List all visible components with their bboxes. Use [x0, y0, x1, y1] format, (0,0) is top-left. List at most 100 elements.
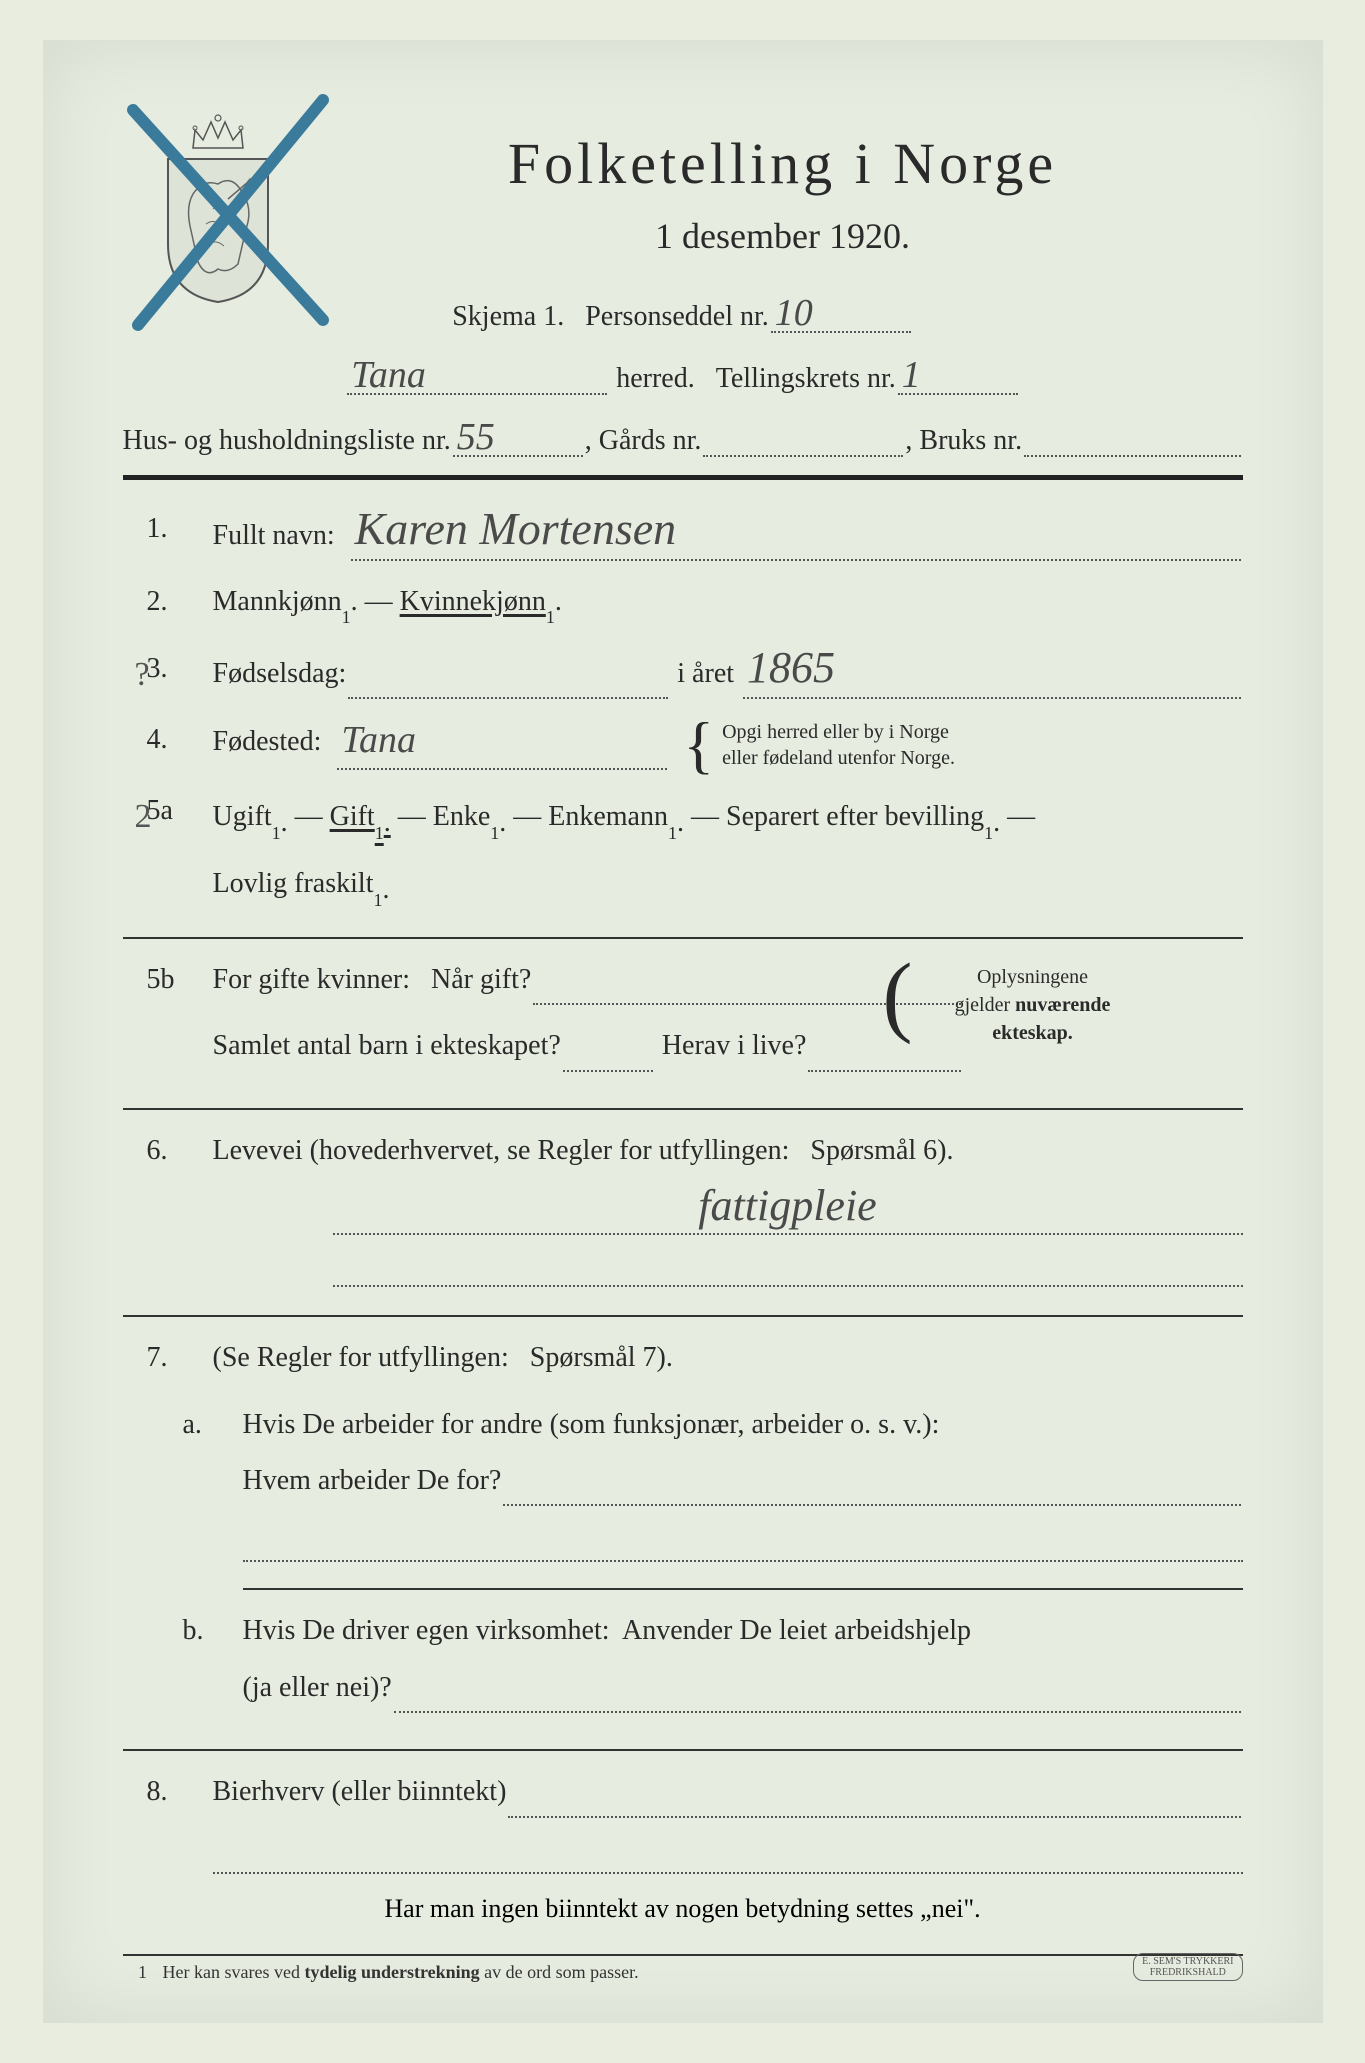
q1-row: 1. Fullt navn: Karen Mortensen [123, 504, 1243, 567]
tellingskrets-field: 1 [898, 354, 1018, 395]
emblem-container [153, 110, 313, 330]
tellingskrets-label: Tellingskrets nr. [716, 363, 896, 395]
q8-field-2 [213, 1834, 1243, 1874]
q4-num: 4. [123, 715, 213, 765]
q7a-field [503, 1502, 1240, 1506]
shield-icon [158, 154, 278, 304]
q5b-barn-field [563, 1068, 653, 1072]
q4-field: Tana [337, 715, 667, 769]
personseddel-field: 10 [771, 292, 911, 333]
q5b-side1: Oplysningene [913, 963, 1153, 991]
q3-day-field [348, 645, 668, 699]
thick-divider [123, 475, 1243, 480]
q5b-side2: gjelder nuværende [913, 991, 1153, 1019]
skjema-label: Skjema 1. [452, 301, 564, 333]
q8-num: 8. [123, 1767, 213, 1817]
q1-label: Fullt navn: [213, 511, 335, 561]
q3-year-field: 1865 [743, 644, 1240, 699]
divider-7a [243, 1588, 1243, 1590]
divider-5b [123, 1108, 1243, 1110]
q6-row: 6. Levevei (hovederhvervet, se Regler fo… [123, 1126, 1243, 1300]
divider-6 [123, 1315, 1243, 1317]
herred-label: herred. [616, 363, 695, 395]
printer-l2: FREDRIKSHALD [1142, 1967, 1233, 1978]
q7-num: 7. [123, 1333, 213, 1383]
q7a-l2: Hvem arbeider De for? [243, 1456, 502, 1506]
q6-num: 6. [123, 1126, 213, 1176]
q2-mann: Mannkjønn [213, 577, 342, 627]
hus-line: Hus- og husholdningsliste nr. 55 , Gårds… [123, 409, 1243, 457]
q6-value: fattigpleie [698, 1186, 876, 1226]
subtitle-date: 1 desember 1920. [323, 215, 1243, 257]
tellingskrets-value: 1 [902, 358, 921, 392]
q8-row: 8. Bierhverv (eller biinntekt) [123, 1767, 1243, 1823]
bottom-note: Har man ingen biinntekt av nogen betydni… [123, 1894, 1243, 1924]
q5b-row: 5b For gifte kvinner: Når gift? Samlet a… [123, 955, 1243, 1092]
q5a-margin-mark: 2 [135, 786, 152, 847]
q7a-l1: Hvis De arbeider for andre (som funksjon… [243, 1400, 1243, 1450]
personseddel-value: 10 [775, 296, 813, 330]
q7b-row: b. Hvis De driver egen virksomhet: Anven… [123, 1606, 1243, 1733]
gards-label: , Gårds nr. [585, 425, 702, 457]
q5a-gift-selected: Gift [330, 786, 375, 848]
main-title: Folketelling i Norge [323, 130, 1243, 197]
q5a-ugift: Ugift [213, 786, 272, 848]
q7b-field [394, 1709, 1241, 1713]
crown-icon [183, 110, 253, 150]
q8-label: Bierhverv (eller biinntekt) [213, 1767, 507, 1817]
herred-field: Tana [347, 354, 607, 395]
q4-value: Tana [341, 723, 416, 757]
herred-line: Tana herred. Tellingskrets nr. 1 [123, 347, 1243, 395]
q3-year-value: 1865 [747, 648, 835, 688]
q3-row: ? 3. Fødselsdag: i året 1865 [123, 644, 1243, 705]
footnote-text: Her kan svares ved tydelig understreknin… [163, 1962, 639, 1983]
q5b-l2a: Samlet antal barn i ekteskapet? [213, 1021, 561, 1071]
census-form-page: Folketelling i Norge 1 desember 1920. Sk… [43, 40, 1323, 2023]
q1-value: Karen Mortensen [355, 508, 677, 549]
q4-note-l2: eller fødeland utenfor Norge. [722, 745, 955, 771]
q5a-separert: Separert efter bevilling [726, 786, 984, 848]
q5a-enke: Enke [433, 786, 491, 848]
q7b-l2: (ja eller nei)? [243, 1663, 392, 1713]
printer-mark: E. SEM'S TRYKKERI FREDRIKSHALD [1133, 1953, 1242, 1981]
q5b-l1a: For gifte kvinner: Når gift? [213, 955, 532, 1005]
q5a-enkemann: Enkemann [548, 786, 668, 848]
footnote: 1 Her kan svares ved tydelig understrekn… [123, 1954, 1243, 1983]
q5b-sidenote: ( Oplysningene gjelder nuværende ekteska… [913, 963, 1153, 1047]
q7a-row: a. Hvis De arbeider for andre (som funks… [123, 1400, 1243, 1573]
q2-row: 2. Mannkjønn1. — Kvinnekjønn1. [123, 577, 1243, 633]
brace-icon: { [683, 729, 714, 761]
q2-num: 2. [123, 577, 213, 627]
q6-field-2 [333, 1247, 1243, 1287]
q5b-l2b: Herav i live? [662, 1021, 807, 1071]
q3-mid: i året [677, 649, 734, 699]
header-block: Folketelling i Norge 1 desember 1920. [123, 110, 1243, 257]
q4-note-l1: Opgi herred eller by i Norge [722, 719, 955, 745]
personseddel-label: Personseddel nr. [585, 301, 769, 333]
hus-label: Hus- og husholdningsliste nr. [123, 425, 451, 457]
q7b-l1: Hvis De driver egen virksomhet: Anvender… [243, 1606, 1243, 1656]
q7-row: 7. (Se Regler for utfyllingen: Spørsmål … [123, 1333, 1243, 1389]
q6-field: fattigpleie [333, 1182, 1243, 1235]
bruks-label: , Bruks nr. [905, 425, 1022, 457]
q5b-side3: ekteskap. [913, 1019, 1153, 1047]
q5a-fraskilt: Lovlig fraskilt [213, 853, 374, 915]
q5a-row: 2 5a Ugift1. — Gift1. — Enke1. — Enkeman… [123, 786, 1243, 921]
q7b-num: b. [123, 1606, 243, 1656]
q2-kvinne-selected: Kvinnekjønn [400, 577, 546, 627]
coat-of-arms [153, 110, 283, 290]
q6-label: Levevei (hovederhvervet, se Regler for u… [213, 1126, 1243, 1176]
herred-value: Tana [351, 358, 426, 392]
bruks-field [1024, 421, 1240, 457]
q4-row: 4. Fødested: Tana { Opgi herred eller by… [123, 715, 1243, 775]
q1-num: 1. [123, 504, 213, 554]
q1-field: Karen Mortensen [351, 504, 1241, 561]
q5b-live-field [808, 1068, 960, 1072]
paren-left-icon: ( [883, 973, 913, 1018]
q4-note: { Opgi herred eller by i Norge eller fød… [683, 719, 955, 771]
q4-label: Fødested: [213, 717, 322, 767]
gards-field [703, 421, 903, 457]
hus-field: 55 [453, 416, 583, 457]
printer-l1: E. SEM'S TRYKKERI [1142, 1956, 1233, 1967]
divider-7b [123, 1749, 1243, 1751]
